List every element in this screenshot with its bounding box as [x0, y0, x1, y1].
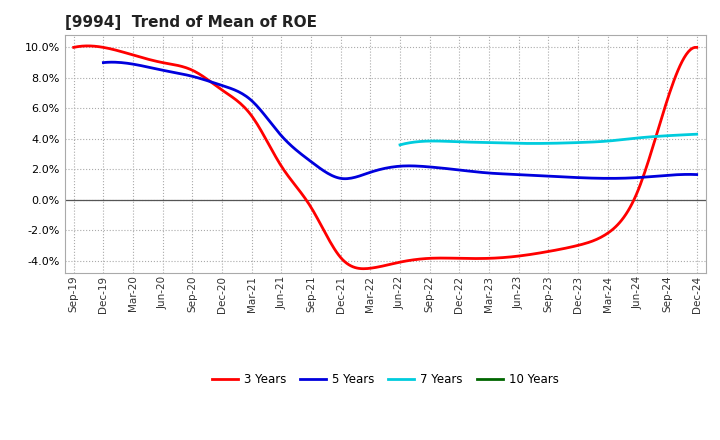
5 Years — [466, 169, 474, 174]
3 Years — [359, 266, 368, 271]
5 Years — [454, 167, 463, 172]
Line: 3 Years: 3 Years — [73, 46, 697, 269]
Legend: 3 Years, 5 Years, 7 Years, 10 Years: 3 Years, 5 Years, 7 Years, 10 Years — [207, 368, 564, 390]
5 Years — [693, 172, 701, 177]
3 Years — [638, 176, 647, 181]
7 Years — [665, 133, 673, 138]
3 Years — [69, 45, 78, 50]
5 Years — [456, 168, 465, 173]
5 Years — [341, 176, 350, 181]
5 Years — [641, 174, 649, 180]
7 Years — [577, 140, 586, 145]
3 Years — [693, 45, 701, 50]
3 Years — [455, 256, 464, 261]
7 Years — [397, 142, 405, 147]
3 Years — [84, 43, 93, 48]
3 Years — [71, 44, 80, 50]
7 Years — [646, 134, 654, 139]
3 Years — [598, 234, 607, 239]
5 Years — [101, 60, 109, 65]
Line: 5 Years: 5 Years — [104, 62, 697, 179]
Line: 7 Years: 7 Years — [400, 134, 697, 145]
7 Years — [396, 142, 405, 147]
5 Years — [603, 176, 612, 181]
7 Years — [693, 132, 701, 137]
7 Years — [572, 140, 581, 145]
5 Years — [99, 60, 108, 65]
3 Years — [444, 256, 453, 261]
Text: [9994]  Trend of Mean of ROE: [9994] Trend of Mean of ROE — [65, 15, 317, 30]
5 Years — [107, 59, 116, 65]
7 Years — [572, 140, 580, 145]
3 Years — [442, 256, 451, 261]
